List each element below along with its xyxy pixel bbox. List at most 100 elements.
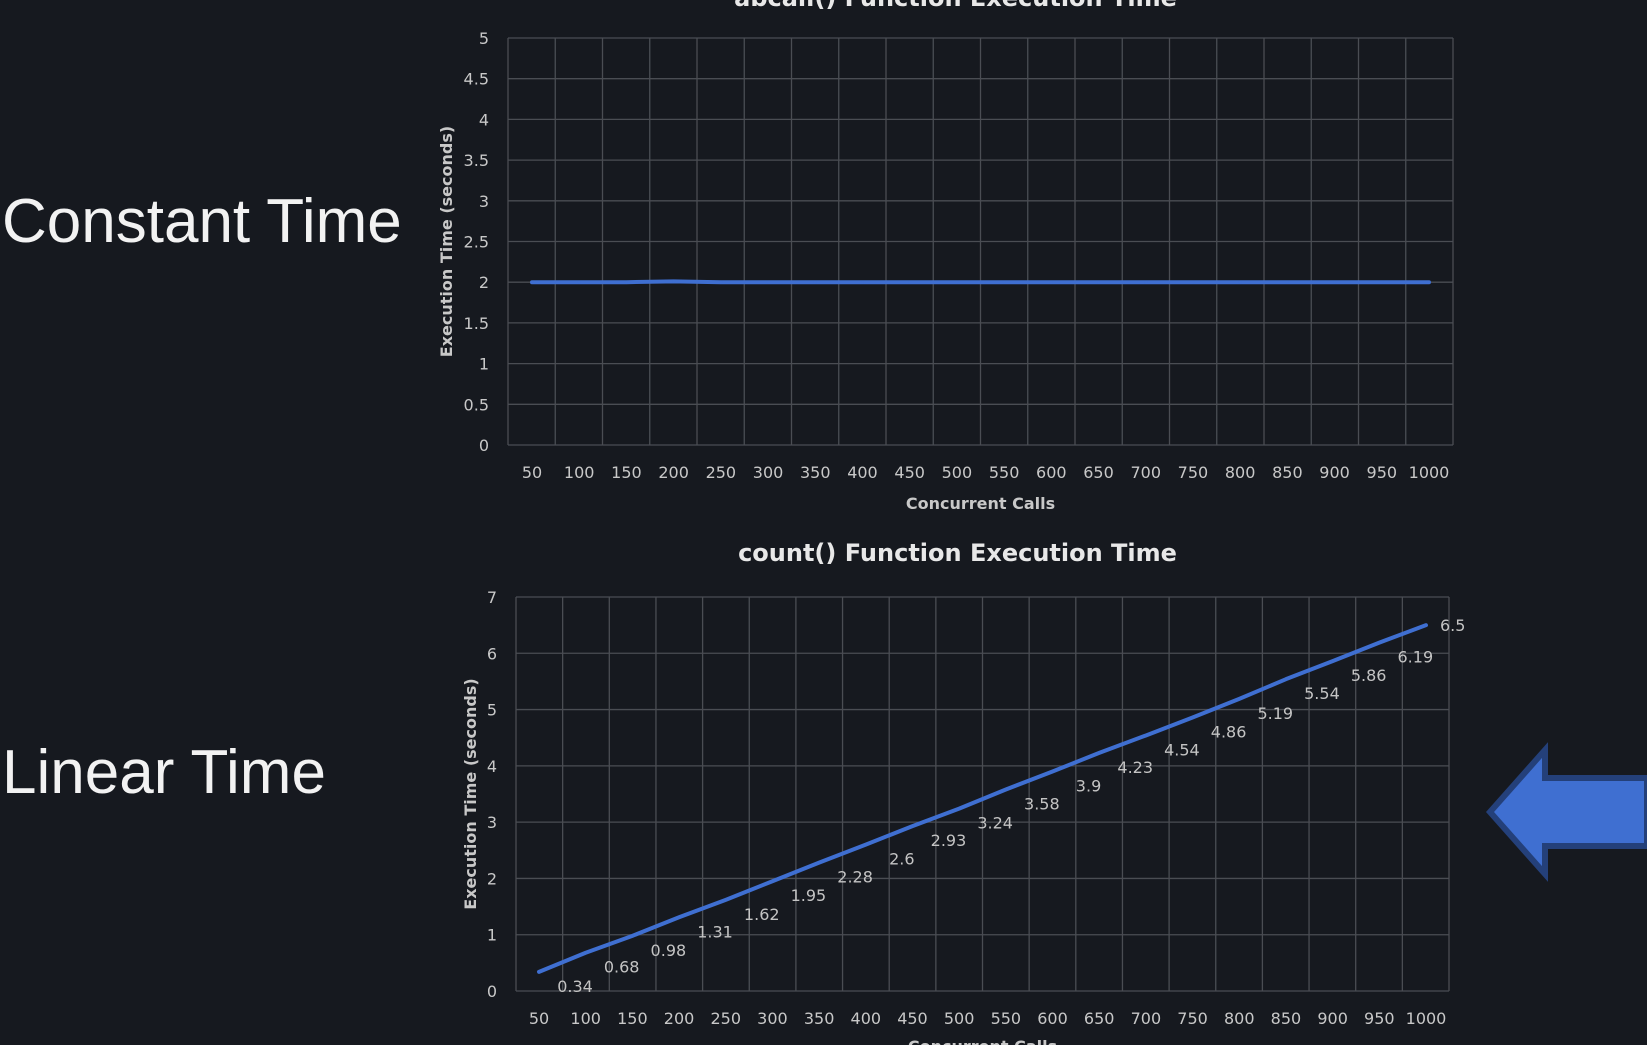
chart-title: abcall() Function Execution Time bbox=[734, 0, 1177, 12]
data-point bbox=[719, 280, 723, 284]
data-label: 3.24 bbox=[977, 814, 1013, 833]
y-tick-label: 1 bbox=[479, 355, 489, 374]
x-tick-label: 750 bbox=[1177, 1009, 1208, 1028]
y-tick-label: 1 bbox=[487, 926, 497, 945]
data-point bbox=[817, 861, 821, 865]
y-axis-title: Execution Time (seconds) bbox=[461, 678, 480, 909]
data-label: 0.68 bbox=[604, 958, 640, 977]
x-tick-label: 450 bbox=[897, 1009, 928, 1028]
x-tick-label: 100 bbox=[570, 1009, 601, 1028]
data-point bbox=[1191, 715, 1195, 719]
x-tick-label: 1000 bbox=[1406, 1009, 1447, 1028]
y-tick-label: 3 bbox=[487, 813, 497, 832]
y-tick-label: 0.5 bbox=[464, 395, 489, 414]
x-tick-label: 800 bbox=[1225, 463, 1256, 482]
data-point bbox=[1427, 280, 1431, 284]
data-label: 4.54 bbox=[1164, 740, 1200, 759]
x-tick-label: 150 bbox=[611, 463, 642, 482]
data-point bbox=[1331, 659, 1335, 663]
data-point bbox=[908, 280, 912, 284]
data-point bbox=[1424, 623, 1428, 627]
data-point bbox=[1380, 280, 1384, 284]
x-tick-label: 350 bbox=[804, 1009, 835, 1028]
x-tick-label: 50 bbox=[529, 1009, 549, 1028]
x-tick-label: 500 bbox=[942, 463, 973, 482]
data-label: 2.28 bbox=[837, 868, 873, 887]
x-tick-label: 50 bbox=[522, 463, 542, 482]
x-tick-label: 900 bbox=[1319, 463, 1350, 482]
data-point bbox=[766, 280, 770, 284]
x-tick-label: 700 bbox=[1131, 1009, 1162, 1028]
data-label: 3.9 bbox=[1076, 776, 1101, 795]
x-tick-label: 250 bbox=[706, 463, 737, 482]
data-point bbox=[1284, 677, 1288, 681]
data-point bbox=[955, 280, 959, 284]
x-tick-label: 150 bbox=[617, 1009, 648, 1028]
data-label: 6.5 bbox=[1440, 616, 1465, 635]
data-point bbox=[1377, 641, 1381, 645]
data-point bbox=[1144, 280, 1148, 284]
data-point bbox=[813, 280, 817, 284]
data-point bbox=[957, 807, 961, 811]
x-tick-label: 200 bbox=[658, 463, 689, 482]
x-tick-label: 550 bbox=[991, 1009, 1022, 1028]
x-tick-label: 550 bbox=[989, 463, 1020, 482]
data-point bbox=[1191, 280, 1195, 284]
x-tick-label: 750 bbox=[1178, 463, 1209, 482]
data-point bbox=[910, 824, 914, 828]
x-tick-label: 800 bbox=[1224, 1009, 1255, 1028]
data-point bbox=[677, 915, 681, 919]
y-tick-label: 2 bbox=[479, 273, 489, 292]
x-tick-label: 650 bbox=[1083, 463, 1114, 482]
data-point bbox=[860, 280, 864, 284]
y-tick-label: 5 bbox=[479, 29, 489, 48]
chart-title: count() Function Execution Time bbox=[738, 539, 1177, 567]
x-axis-title: Concurrent Calls bbox=[906, 494, 1055, 513]
data-point bbox=[1144, 733, 1148, 737]
data-point bbox=[537, 970, 541, 974]
data-label: 2.6 bbox=[889, 850, 914, 869]
data-point bbox=[577, 280, 581, 284]
data-point bbox=[1097, 751, 1101, 755]
data-point bbox=[1002, 280, 1006, 284]
data-point bbox=[1051, 769, 1055, 773]
data-point bbox=[864, 843, 868, 847]
data-label: 0.34 bbox=[557, 977, 593, 996]
data-point bbox=[1285, 280, 1289, 284]
y-tick-label: 5 bbox=[487, 701, 497, 720]
y-tick-label: 3.5 bbox=[464, 151, 489, 170]
data-point bbox=[770, 879, 774, 883]
data-point bbox=[724, 898, 728, 902]
x-tick-label: 900 bbox=[1317, 1009, 1348, 1028]
data-point bbox=[1237, 697, 1241, 701]
x-tick-label: 650 bbox=[1084, 1009, 1115, 1028]
constant-time-label: Constant Time bbox=[2, 187, 402, 256]
x-tick-label: 250 bbox=[710, 1009, 741, 1028]
data-label: 4.86 bbox=[1211, 722, 1247, 741]
y-tick-label: 2 bbox=[487, 869, 497, 888]
y-tick-label: 6 bbox=[487, 644, 497, 663]
x-tick-label: 950 bbox=[1364, 1009, 1395, 1028]
data-label: 0.98 bbox=[651, 941, 687, 960]
x-tick-label: 450 bbox=[894, 463, 925, 482]
x-tick-label: 300 bbox=[757, 1009, 788, 1028]
data-label: 1.31 bbox=[697, 922, 733, 941]
x-tick-label: 400 bbox=[847, 463, 878, 482]
left-arrow-icon bbox=[1485, 742, 1647, 882]
data-label: 6.19 bbox=[1398, 648, 1434, 667]
y-tick-label: 3 bbox=[479, 192, 489, 211]
y-tick-label: 0 bbox=[487, 982, 497, 1001]
x-tick-label: 200 bbox=[664, 1009, 695, 1028]
x-tick-label: 300 bbox=[753, 463, 784, 482]
y-tick-label: 2.5 bbox=[464, 233, 489, 252]
x-tick-label: 400 bbox=[851, 1009, 882, 1028]
x-tick-label: 1000 bbox=[1409, 463, 1450, 482]
data-point bbox=[630, 934, 634, 938]
y-tick-label: 7 bbox=[487, 588, 497, 607]
data-point bbox=[1004, 787, 1008, 791]
data-label: 5.54 bbox=[1304, 684, 1340, 703]
data-point bbox=[1333, 280, 1337, 284]
